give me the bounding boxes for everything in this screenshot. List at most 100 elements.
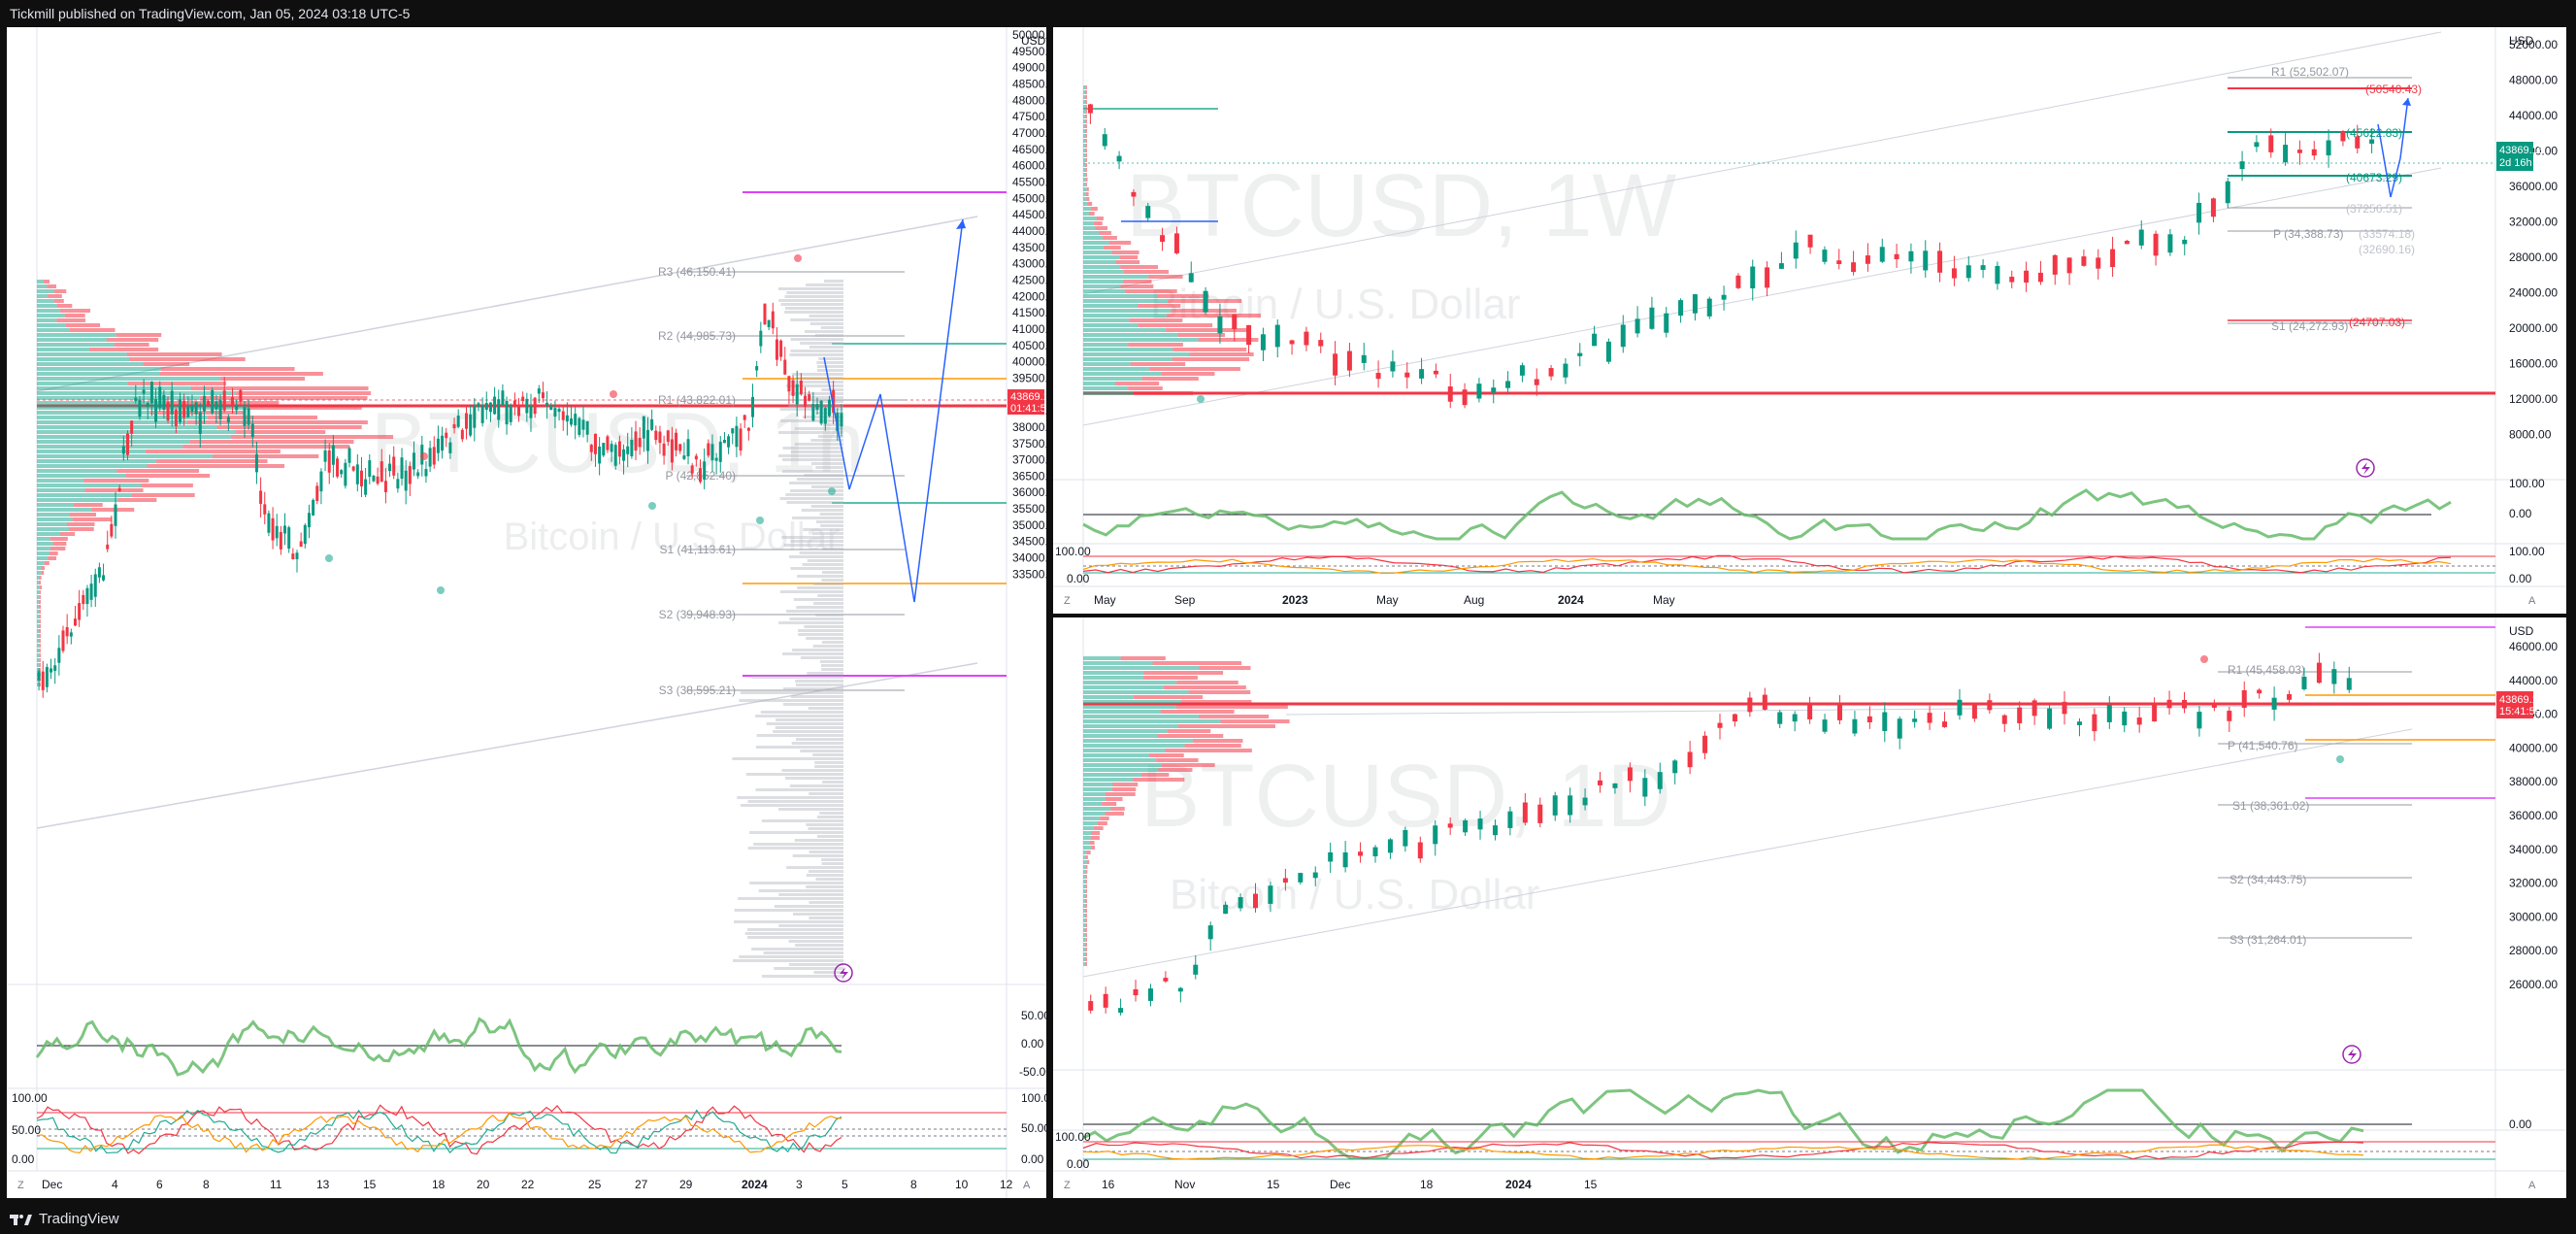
candle[interactable] bbox=[827, 399, 831, 417]
candle[interactable] bbox=[1268, 885, 1273, 904]
candle[interactable] bbox=[2239, 161, 2245, 170]
lightning-icon[interactable] bbox=[834, 963, 853, 983]
candle[interactable] bbox=[1304, 331, 1309, 346]
candle[interactable] bbox=[1522, 802, 1528, 823]
candle[interactable] bbox=[1372, 847, 1378, 857]
candle[interactable] bbox=[2047, 708, 2053, 729]
candle[interactable] bbox=[634, 431, 638, 451]
candle[interactable] bbox=[271, 517, 275, 541]
candle[interactable] bbox=[2181, 699, 2187, 709]
time-axis[interactable]: May Sep 2023 May Aug 2024 May bbox=[1094, 593, 1675, 607]
candle[interactable] bbox=[517, 406, 521, 417]
candle[interactable] bbox=[2210, 198, 2216, 217]
candle[interactable] bbox=[445, 432, 448, 439]
candle[interactable] bbox=[1866, 716, 1872, 722]
candle[interactable] bbox=[114, 504, 117, 526]
candle[interactable] bbox=[1548, 368, 1554, 377]
candle[interactable] bbox=[275, 525, 279, 539]
candle[interactable] bbox=[2122, 711, 2128, 726]
chart-pane-1h[interactable]: USD BTCUSD, 1h Bitcoin / U.S. Dollar R3 … bbox=[7, 27, 1046, 1198]
candle[interactable] bbox=[799, 380, 803, 394]
zoom-button[interactable]: Z bbox=[17, 1180, 24, 1191]
candle[interactable] bbox=[247, 408, 250, 425]
auto-scale-button[interactable]: A bbox=[2528, 595, 2536, 607]
candle[interactable] bbox=[1807, 703, 1813, 719]
candle[interactable] bbox=[1193, 964, 1199, 975]
candle[interactable] bbox=[279, 532, 282, 550]
candle[interactable] bbox=[1207, 925, 1213, 940]
candle[interactable] bbox=[130, 420, 134, 434]
candle[interactable] bbox=[231, 396, 235, 406]
candle[interactable] bbox=[380, 461, 383, 483]
candle[interactable] bbox=[392, 456, 396, 476]
candle[interactable] bbox=[57, 648, 61, 663]
candle[interactable] bbox=[759, 330, 763, 347]
candle[interactable] bbox=[1462, 389, 1468, 406]
candle[interactable] bbox=[2196, 712, 2202, 729]
candle[interactable] bbox=[755, 366, 759, 371]
candle[interactable] bbox=[186, 406, 190, 417]
price-axis[interactable]: 50000.00 49500.00 49000.00 48500.00 48000.00… bbox=[1012, 28, 1046, 581]
candle[interactable] bbox=[1433, 825, 1438, 845]
candle[interactable] bbox=[1203, 290, 1208, 313]
candle[interactable] bbox=[1747, 697, 1753, 713]
candle[interactable] bbox=[1568, 795, 1573, 816]
candle[interactable] bbox=[142, 389, 146, 394]
candle[interactable] bbox=[1358, 851, 1364, 856]
candle[interactable] bbox=[1312, 872, 1318, 879]
candle[interactable] bbox=[368, 460, 372, 478]
osc1-line[interactable] bbox=[1082, 488, 2452, 541]
candle[interactable] bbox=[1145, 206, 1151, 218]
osc2-line-d[interactable] bbox=[36, 1109, 842, 1154]
candle[interactable] bbox=[2024, 270, 2030, 283]
candle[interactable] bbox=[581, 419, 585, 430]
candle[interactable] bbox=[1173, 233, 1179, 253]
candle[interactable] bbox=[763, 303, 767, 325]
candle[interactable] bbox=[1087, 104, 1093, 114]
candle[interactable] bbox=[1274, 324, 1280, 348]
candle[interactable] bbox=[287, 527, 291, 550]
candle[interactable] bbox=[791, 380, 795, 396]
candle[interactable] bbox=[1387, 839, 1393, 853]
candle[interactable] bbox=[670, 439, 674, 463]
candle[interactable] bbox=[694, 455, 698, 460]
candle[interactable] bbox=[832, 389, 836, 413]
candle[interactable] bbox=[593, 433, 597, 454]
candle[interactable] bbox=[441, 435, 445, 451]
osc2-line-k[interactable] bbox=[1082, 554, 2452, 574]
candle[interactable] bbox=[1476, 384, 1482, 399]
time-axis[interactable]: Dec 4 6 8 11 13 15 18 20 22 25 27 29 2024 3 5 8 10 12 bbox=[42, 1178, 1013, 1191]
candle[interactable] bbox=[1894, 253, 1899, 259]
candle[interactable] bbox=[473, 406, 477, 428]
price-axis[interactable]: 46000.0044000.0042000.0040000.0038000.00… bbox=[2509, 640, 2558, 991]
candle[interactable] bbox=[215, 401, 218, 410]
candle[interactable] bbox=[512, 400, 516, 405]
candle[interactable] bbox=[2001, 715, 2007, 724]
candle[interactable] bbox=[1433, 370, 1438, 375]
candle[interactable] bbox=[771, 311, 775, 329]
candle[interactable] bbox=[89, 584, 93, 600]
candle[interactable] bbox=[1260, 334, 1266, 350]
candle[interactable] bbox=[1289, 340, 1295, 345]
candle[interactable] bbox=[678, 444, 682, 451]
candle[interactable] bbox=[226, 417, 230, 423]
candle[interactable] bbox=[344, 462, 347, 486]
candle[interactable] bbox=[505, 400, 509, 425]
candle[interactable] bbox=[355, 464, 359, 484]
candle[interactable] bbox=[2076, 721, 2082, 725]
candle[interactable] bbox=[598, 446, 602, 464]
candle[interactable] bbox=[1507, 811, 1513, 828]
candle[interactable] bbox=[207, 400, 211, 406]
candle[interactable] bbox=[1253, 893, 1259, 909]
candle[interactable] bbox=[662, 443, 666, 456]
candle[interactable] bbox=[1328, 851, 1334, 862]
lightning-icon[interactable] bbox=[2342, 1045, 2361, 1064]
candle[interactable] bbox=[795, 384, 799, 405]
candle[interactable] bbox=[436, 438, 440, 453]
candle[interactable] bbox=[1836, 260, 1842, 265]
candle[interactable] bbox=[1620, 324, 1626, 348]
candle[interactable] bbox=[751, 396, 755, 417]
candle[interactable] bbox=[1537, 804, 1543, 823]
candle[interactable] bbox=[1897, 718, 1902, 739]
candle[interactable] bbox=[359, 470, 363, 486]
